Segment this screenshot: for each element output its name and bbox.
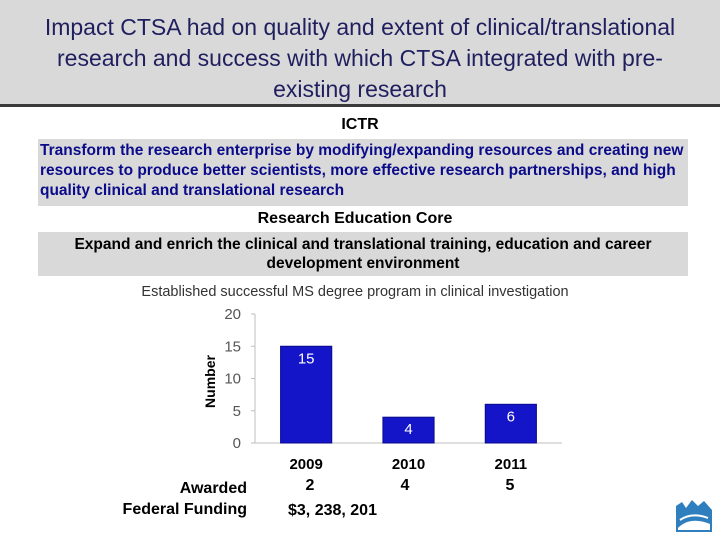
data-label-2010: 4	[404, 421, 412, 438]
data-label-2011: 6	[507, 408, 515, 425]
core-goal-box: Expand and enrich the clinical and trans…	[38, 232, 688, 276]
y-axis-label: Number	[202, 355, 218, 408]
slide-title: Impact CTSA had on quality and extent of…	[44, 14, 676, 102]
title-band	[0, 0, 720, 106]
bar-2011	[484, 403, 537, 444]
x-axis-ticks: 2009 2010 2011	[289, 456, 527, 473]
x-tick-label-2010: 2010	[392, 456, 425, 473]
bars	[280, 345, 537, 444]
funding-label: Awarded Federal Funding	[90, 478, 247, 520]
core-label: Research Education Core	[257, 210, 453, 227]
funding-label-line1: Awarded	[179, 480, 247, 497]
y-tick-label: 0	[233, 435, 241, 452]
goal-box: Transform the research enterprise by mod…	[38, 139, 688, 206]
institution-logo-icon	[676, 500, 712, 532]
funding-label-line2: Federal Funding	[122, 501, 247, 518]
data-label-2009: 15	[298, 350, 315, 367]
funding-2009-count: 2	[305, 477, 315, 494]
x-tick-label-2011: 2011	[495, 456, 528, 473]
title-divider	[0, 104, 720, 107]
chart-title: Established successful MS degree program…	[141, 284, 569, 300]
y-tick-label: 5	[233, 403, 241, 420]
funding-2009-amount: $3, 238, 201	[288, 502, 377, 519]
x-tick-label-2009: 2009	[289, 456, 322, 473]
goal-text: Transform the research enterprise by mod…	[40, 142, 684, 199]
core-goal-text: Expand and enrich the clinical and trans…	[74, 236, 652, 272]
bar-2009	[280, 345, 333, 444]
ictr-label: ICTR	[341, 116, 379, 133]
y-tick-label: 10	[224, 371, 241, 388]
funding-2011-count: 5	[505, 477, 515, 494]
y-tick-label: 20	[224, 306, 241, 323]
funding-2010-count: 4	[400, 477, 410, 494]
bar-2010	[382, 416, 435, 444]
y-tick-label: 15	[224, 338, 241, 355]
